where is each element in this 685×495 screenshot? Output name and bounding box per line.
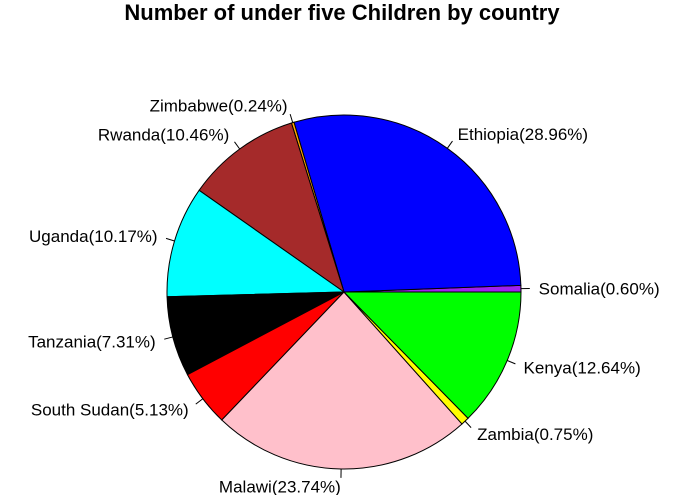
pie-slices — [166, 114, 522, 470]
chart-title: Number of under five Children by country — [124, 0, 560, 25]
pie-slice-kenya — [342, 291, 522, 419]
leader-line-tanzania — [164, 336, 173, 340]
slice-label-uganda: Uganda(10.17%) — [29, 227, 158, 246]
pie-slice-uganda — [166, 189, 346, 298]
slice-label-rwanda: Rwanda(10.46%) — [98, 126, 229, 145]
slice-label-ethiopia: Ethiopia(28.96%) — [458, 125, 588, 144]
pie-slice-rwanda — [198, 122, 345, 294]
leader-line-kenya — [507, 359, 516, 365]
leader-line-rwanda — [234, 141, 241, 150]
slice-label-zimbabwe: Zimbabwe(0.24%) — [150, 97, 288, 116]
leader-line-south-sudan — [195, 398, 204, 405]
leader-line-zimbabwe — [289, 113, 294, 123]
slice-label-somalia: Somalia(0.60%) — [539, 279, 660, 298]
leader-line-ethiopia — [446, 140, 453, 149]
leader-line-uganda — [165, 237, 175, 242]
slice-label-tanzania: Tanzania(7.31%) — [28, 332, 156, 351]
leader-line-zambia — [464, 420, 472, 428]
slice-label-south-sudan: South Sudan(5.13%) — [31, 400, 189, 419]
slice-label-malawi: Malawi(23.74%) — [219, 478, 341, 495]
label-leaders — [164, 113, 530, 478]
slice-label-zambia: Zambia(0.75%) — [477, 425, 593, 444]
slice-labels: Somalia(0.60%) Ethiopia(28.96%) Zimbabwe(0… — [28, 97, 660, 495]
pie-slice-malawi — [221, 291, 463, 470]
pie-slice-ethiopia — [293, 114, 522, 293]
slice-label-kenya: Kenya(12.64%) — [524, 358, 641, 377]
